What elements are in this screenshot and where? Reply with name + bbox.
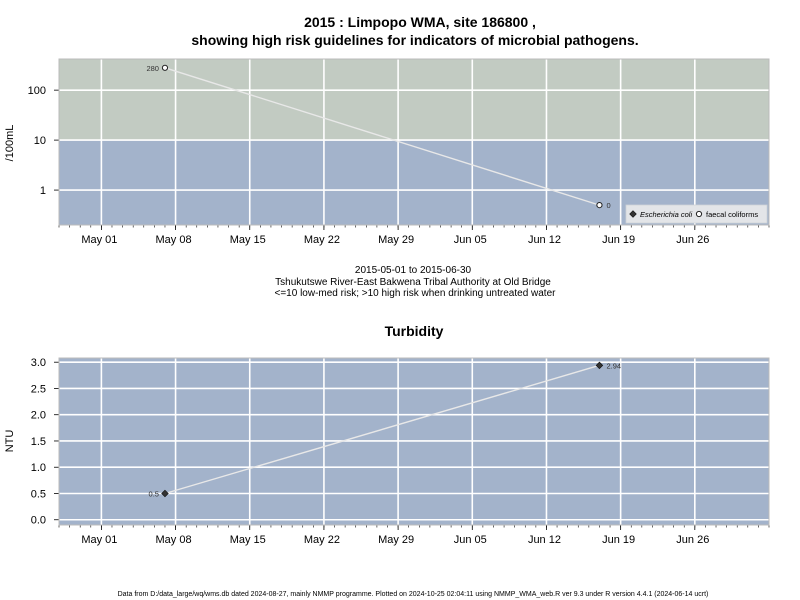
legend-label: Escherichia coli	[640, 210, 692, 219]
x-tick-label: Jun 26	[676, 534, 709, 546]
plot-frame	[58, 58, 770, 226]
series-line	[164, 364, 600, 495]
data-label: 0	[606, 201, 610, 210]
chart-title-line-1: 2015 : Limpopo WMA, site 186800 ,	[304, 14, 536, 30]
data-point	[161, 489, 169, 498]
y-tick-label: 0.0	[31, 515, 46, 527]
x-tick-label: May 22	[304, 234, 340, 246]
turbidity-title: Turbidity	[385, 323, 444, 339]
turbidity-chart: May 01 May 08 May 15 May 22 May 29 Jun 05 Jun …	[31, 357, 770, 546]
x-tick-label: May 29	[378, 534, 414, 546]
legend-marker	[629, 210, 637, 218]
chart-title-line-2: showing high risk guidelines for indicat…	[191, 32, 638, 48]
legend-marker	[695, 210, 703, 218]
y-tick-label: 0.5	[31, 488, 46, 500]
x-tick-label: Jun 19	[602, 534, 635, 546]
y-tick-label: 2.0	[31, 410, 46, 422]
x-tick-label: Jun 19	[602, 234, 635, 246]
y-tick-label: 2.5	[31, 383, 46, 395]
y-tick-label: 10	[34, 135, 46, 147]
legend-label: faecal coliforms	[706, 210, 758, 219]
data-label: 2.94	[606, 361, 621, 370]
x-tick-label: May 15	[230, 234, 266, 246]
date-range-text: 2015-05-01 to 2015-06-30	[355, 265, 472, 276]
x-tick-label: May 29	[378, 234, 414, 246]
y-tick-label: 1	[40, 185, 46, 197]
risk-guideline-text: <=10 low-med risk; >10 high risk when dr…	[275, 288, 557, 299]
x-tick-label: May 22	[304, 534, 340, 546]
x-tick-label: Jun 05	[454, 534, 487, 546]
data-point	[596, 202, 603, 209]
risk-band-0	[59, 59, 769, 141]
series-line	[164, 67, 600, 206]
data-label: 280	[146, 64, 159, 73]
micro-y-axis-label: /100mL	[4, 125, 16, 162]
microbial-chart: May 01 May 08 May 15 May 22 May 29 Jun 05 Jun …	[28, 58, 770, 246]
x-tick-label: May 15	[230, 534, 266, 546]
x-tick-label: May 01	[81, 234, 117, 246]
x-tick-label: May 08	[156, 534, 192, 546]
y-tick-label: 3.0	[31, 357, 46, 369]
x-tick-label: Jun 12	[528, 234, 561, 246]
plot-frame	[58, 357, 770, 526]
x-tick-label: May 01	[81, 534, 117, 546]
x-tick-label: May 08	[156, 234, 192, 246]
data-point	[595, 361, 604, 370]
data-label: 0.5	[149, 489, 159, 498]
data-point	[161, 64, 169, 71]
site-description-text: Tshukutswe River-East Bakwena Tribal Aut…	[275, 277, 551, 288]
footer-note: Data from D:/data_large/wq/wms.db dated …	[118, 591, 709, 598]
x-tick-label: Jun 26	[676, 234, 709, 246]
legend: Escherichia coli faecal coliforms	[625, 204, 768, 224]
x-tick-label: Jun 12	[528, 534, 561, 546]
y-tick-label: 1.5	[31, 436, 46, 448]
y-tick-label: 100	[28, 85, 46, 97]
turbidity-y-axis-label: NTU	[4, 430, 16, 453]
x-tick-label: Jun 05	[454, 234, 487, 246]
y-tick-label: 1.0	[31, 462, 46, 474]
